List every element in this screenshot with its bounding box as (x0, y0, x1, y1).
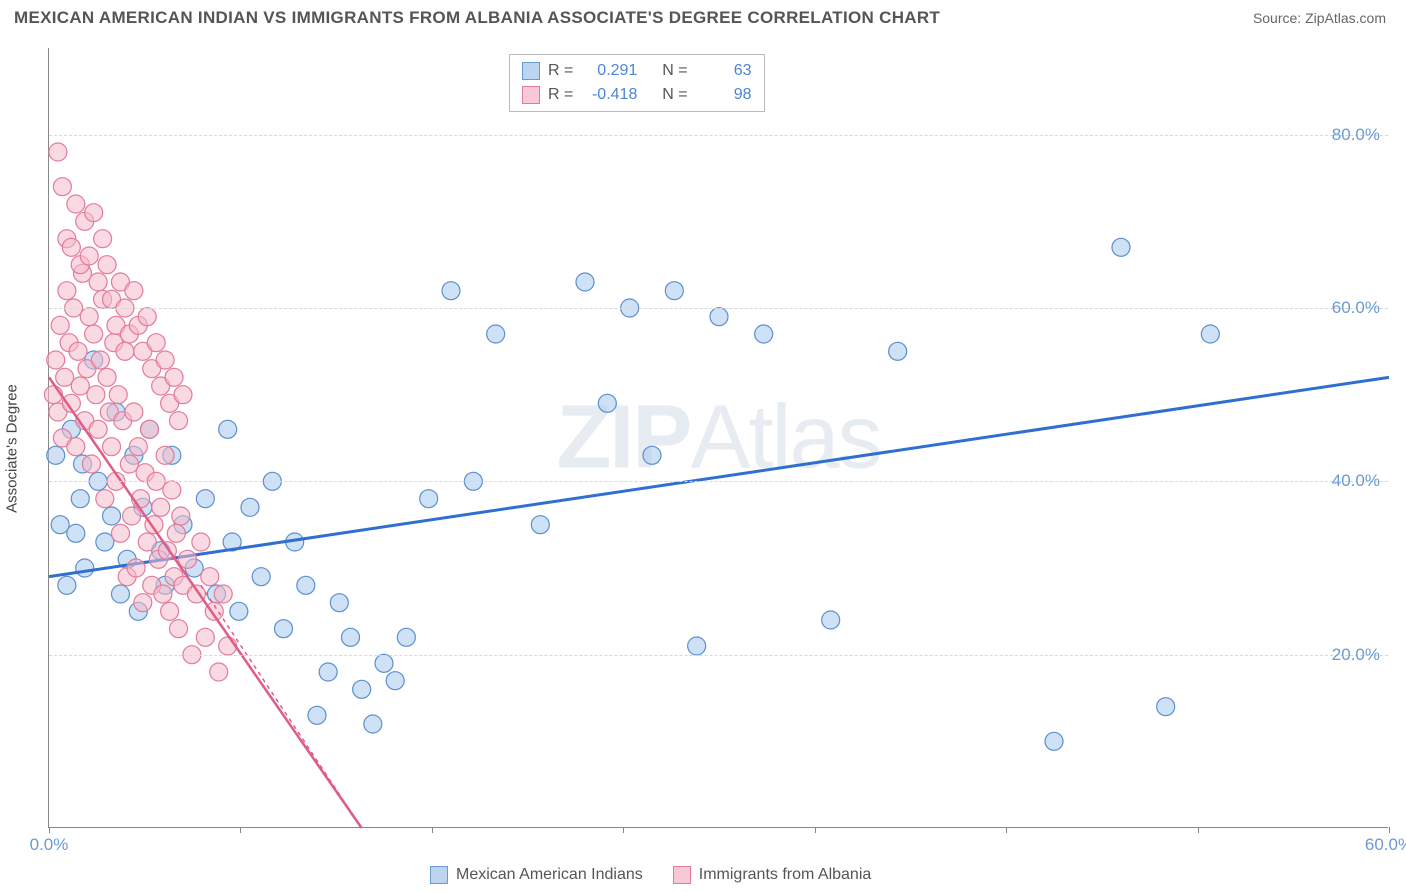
stats-row-series-1: R = 0.291 N = 63 (522, 59, 752, 83)
y-axis-label: Associate's Degree (4, 384, 21, 513)
y-tick-label: 60.0% (1332, 298, 1380, 318)
bottom-legend: Mexican American Indians Immigrants from… (430, 866, 871, 884)
y-tick-label: 80.0% (1332, 125, 1380, 145)
scatter-svg (49, 48, 1388, 827)
legend-item-series-1: Mexican American Indians (430, 866, 643, 884)
legend-swatch-2 (673, 866, 691, 884)
legend-label-1: Mexican American Indians (456, 866, 643, 884)
source-attribution: Source: ZipAtlas.com (1253, 10, 1386, 26)
legend-item-series-2: Immigrants from Albania (673, 866, 872, 884)
legend-label-2: Immigrants from Albania (699, 866, 872, 884)
stats-row-series-2: R = -0.418 N = 98 (522, 83, 752, 107)
y-tick-label: 40.0% (1332, 471, 1380, 491)
x-tick-label: 0.0% (30, 835, 69, 855)
chart-title: MEXICAN AMERICAN INDIAN VS IMMIGRANTS FR… (14, 8, 940, 28)
y-tick-label: 20.0% (1332, 645, 1380, 665)
swatch-series-1 (522, 62, 540, 80)
chart-plot-area: ZIPAtlas R = 0.291 N = 63 R = -0.418 N =… (48, 48, 1388, 828)
swatch-series-2 (522, 86, 540, 104)
legend-swatch-1 (430, 866, 448, 884)
chart-header: MEXICAN AMERICAN INDIAN VS IMMIGRANTS FR… (0, 0, 1406, 32)
stats-legend: R = 0.291 N = 63 R = -0.418 N = 98 (509, 54, 765, 112)
x-tick-label: 60.0% (1365, 835, 1406, 855)
